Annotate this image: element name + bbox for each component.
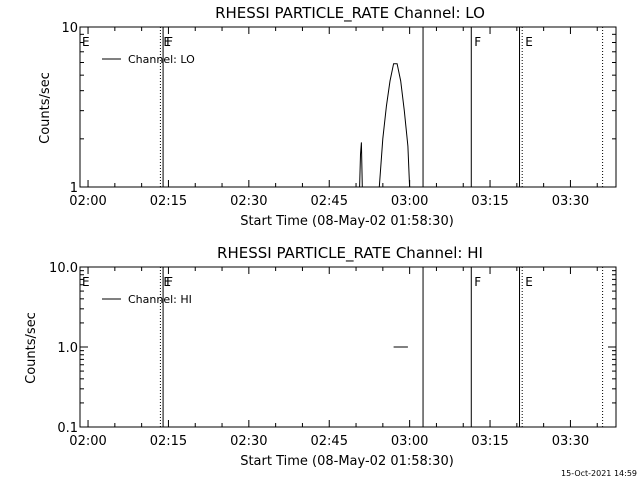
event-marker-label: E — [163, 275, 171, 289]
timestamp-stamp: 15-Oct-2021 14:59 — [561, 469, 637, 478]
event-marker-label: F — [474, 275, 481, 289]
series-line — [359, 142, 363, 188]
series-line — [378, 63, 411, 188]
event-marker-label: F — [474, 35, 481, 49]
x-tick-label: 02:15 — [150, 434, 187, 449]
x-tick-label: 03:00 — [391, 194, 428, 209]
x-tick-label: 03:15 — [471, 434, 508, 449]
x-tick-label: 03:00 — [391, 434, 428, 449]
y-axis-label: Counts/sec — [24, 312, 39, 384]
event-marker-label: E — [525, 35, 533, 49]
x-tick-label: 02:00 — [69, 194, 106, 209]
legend-entry: Channel: HI — [128, 293, 192, 306]
y-tick-label: 0.1 — [57, 421, 78, 436]
chart-title: RHESSI PARTICLE_RATE Channel: HI — [217, 244, 483, 263]
x-axis-label: Start Time (08-May-02 01:58:30) — [240, 214, 454, 229]
edge-marker-label: E — [82, 275, 90, 289]
chart-title: RHESSI PARTICLE_RATE Channel: LO — [215, 4, 485, 23]
y-tick-label: 1 — [70, 181, 78, 196]
x-tick-label: 02:30 — [230, 434, 267, 449]
event-marker-label: F — [166, 275, 173, 289]
y-tick-label: 10 — [61, 21, 78, 36]
plot-area: 02:00 02:15 02:30 02:45 03:00 03:15 03:30 0.1 1.… — [49, 261, 617, 449]
x-tick-label: 02:15 — [150, 194, 187, 209]
x-tick-label: 03:30 — [552, 194, 589, 209]
x-axis-label: Start Time (08-May-02 01:58:30) — [240, 454, 454, 469]
x-tick-label: 02:00 — [69, 434, 106, 449]
x-tick-label: 02:45 — [311, 194, 348, 209]
x-tick-label: 02:45 — [311, 434, 348, 449]
y-tick-label: 1.0 — [57, 341, 78, 356]
event-marker-label: E — [525, 275, 533, 289]
edge-marker-label: E — [82, 35, 90, 49]
event-marker-label: E — [163, 35, 171, 49]
x-tick-label: 03:30 — [552, 434, 589, 449]
chart-panel-hi: RHESSI PARTICLE_RATE Channel: HI Counts/… — [24, 244, 617, 469]
x-tick-label: 03:15 — [471, 194, 508, 209]
event-marker-label: F — [166, 35, 173, 49]
plot-area: 02:00 02:15 02:30 02:45 03:00 03:15 03:30110EF… — [61, 21, 617, 209]
plot-frame — [79, 26, 617, 188]
y-axis-label: Counts/sec — [38, 72, 53, 144]
x-tick-label: 02:30 — [230, 194, 267, 209]
y-tick-label: 10.0 — [49, 261, 78, 276]
legend-entry: Channel: LO — [128, 53, 195, 66]
chart-panel-lo: RHESSI PARTICLE_RATE Channel: LO Counts/… — [38, 4, 617, 229]
